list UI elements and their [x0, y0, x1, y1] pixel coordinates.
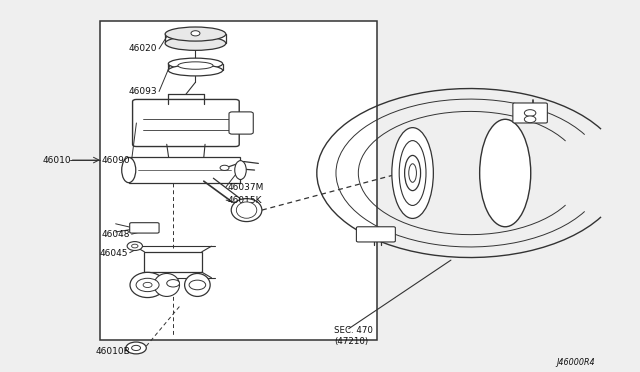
- Ellipse shape: [168, 58, 223, 69]
- Text: 46015K: 46015K: [227, 196, 262, 205]
- Ellipse shape: [392, 128, 433, 218]
- FancyBboxPatch shape: [513, 103, 547, 123]
- Ellipse shape: [409, 164, 417, 182]
- Ellipse shape: [130, 272, 165, 298]
- Circle shape: [189, 280, 205, 290]
- Circle shape: [143, 282, 152, 288]
- Text: 46010: 46010: [42, 155, 71, 164]
- Circle shape: [126, 342, 147, 354]
- Text: 46093: 46093: [129, 87, 157, 96]
- Text: 46037M: 46037M: [227, 183, 264, 192]
- Circle shape: [220, 165, 229, 170]
- Text: 46048: 46048: [102, 230, 130, 239]
- Circle shape: [524, 110, 536, 116]
- Text: 46020: 46020: [129, 44, 157, 53]
- Bar: [129, 157, 241, 183]
- Circle shape: [167, 280, 179, 287]
- Ellipse shape: [184, 273, 210, 296]
- Text: J46000R4: J46000R4: [556, 357, 595, 366]
- Ellipse shape: [165, 27, 226, 41]
- Text: 46045: 46045: [100, 249, 128, 258]
- Circle shape: [132, 345, 141, 350]
- Ellipse shape: [236, 202, 257, 218]
- Ellipse shape: [122, 157, 136, 183]
- Ellipse shape: [479, 119, 531, 227]
- Ellipse shape: [404, 155, 420, 190]
- Text: 46010B: 46010B: [95, 347, 130, 356]
- Ellipse shape: [231, 199, 262, 222]
- FancyBboxPatch shape: [132, 99, 239, 147]
- Bar: [100, 21, 378, 340]
- Circle shape: [127, 241, 143, 250]
- Text: SEC. 470
(47210): SEC. 470 (47210): [334, 326, 373, 346]
- Circle shape: [132, 244, 138, 248]
- Ellipse shape: [235, 161, 246, 180]
- Ellipse shape: [154, 273, 179, 296]
- Circle shape: [136, 278, 159, 292]
- Ellipse shape: [178, 62, 213, 69]
- Circle shape: [191, 31, 200, 36]
- Text: 46090: 46090: [102, 155, 130, 164]
- Ellipse shape: [399, 141, 426, 205]
- Ellipse shape: [165, 36, 226, 50]
- Bar: [145, 252, 202, 272]
- Ellipse shape: [168, 65, 223, 76]
- FancyBboxPatch shape: [130, 223, 159, 233]
- FancyBboxPatch shape: [356, 227, 396, 242]
- FancyBboxPatch shape: [229, 112, 253, 134]
- Circle shape: [524, 116, 536, 123]
